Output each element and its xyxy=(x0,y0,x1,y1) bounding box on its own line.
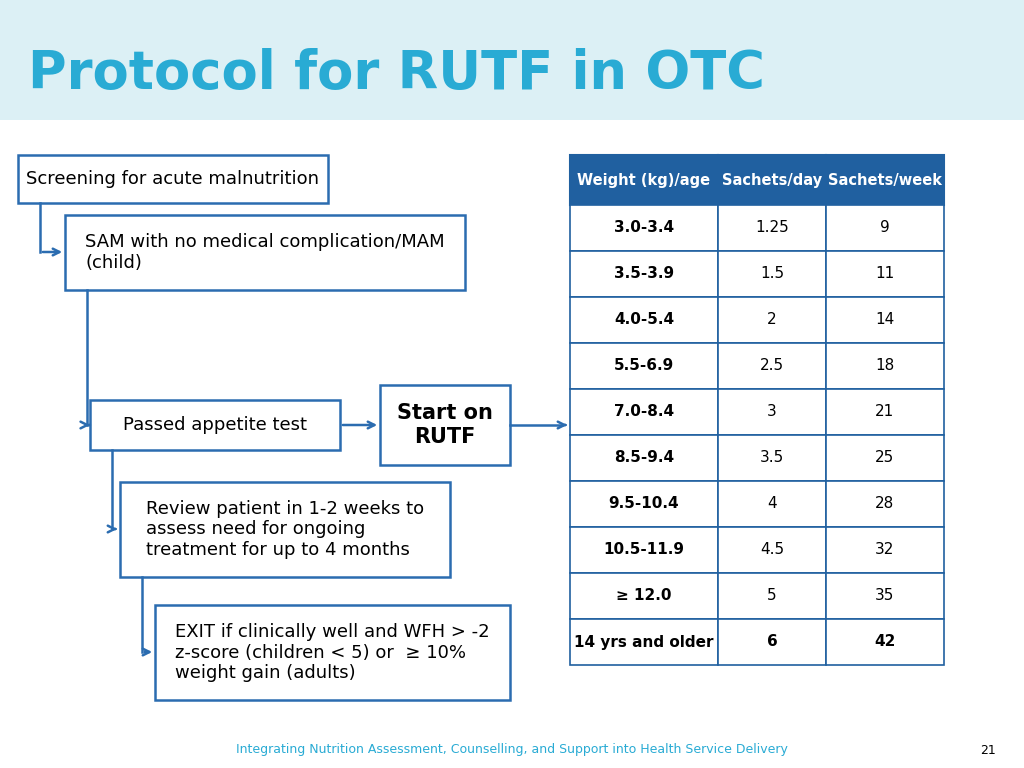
Bar xyxy=(380,385,510,465)
Bar xyxy=(570,527,718,573)
Bar xyxy=(718,343,826,389)
Bar xyxy=(826,573,944,619)
Text: 35: 35 xyxy=(876,588,895,604)
Text: 2.5: 2.5 xyxy=(760,359,784,373)
Bar xyxy=(718,251,826,297)
Text: 25: 25 xyxy=(876,451,895,465)
Bar xyxy=(570,155,718,205)
Text: Passed appetite test: Passed appetite test xyxy=(123,416,307,434)
Text: Review patient in 1-2 weeks to
assess need for ongoing
treatment for up to 4 mon: Review patient in 1-2 weeks to assess ne… xyxy=(146,500,424,559)
Bar xyxy=(826,481,944,527)
Text: 3.5-3.9: 3.5-3.9 xyxy=(614,266,674,282)
Text: 4.0-5.4: 4.0-5.4 xyxy=(614,313,674,327)
Text: Start on
RUTF: Start on RUTF xyxy=(397,403,493,447)
Text: 8.5-9.4: 8.5-9.4 xyxy=(614,451,674,465)
Bar xyxy=(570,251,718,297)
Text: 6: 6 xyxy=(767,634,777,650)
Text: 3.5: 3.5 xyxy=(760,451,784,465)
Bar xyxy=(570,481,718,527)
Text: 5: 5 xyxy=(767,588,777,604)
Bar xyxy=(65,215,465,290)
Bar xyxy=(718,205,826,251)
Bar xyxy=(570,619,718,665)
Text: 9.5-10.4: 9.5-10.4 xyxy=(608,496,679,511)
Text: 4: 4 xyxy=(767,496,777,511)
Text: 21: 21 xyxy=(876,405,895,419)
Text: 32: 32 xyxy=(876,542,895,558)
Bar xyxy=(120,482,450,577)
Bar xyxy=(570,435,718,481)
Bar xyxy=(718,297,826,343)
Bar xyxy=(570,389,718,435)
Bar xyxy=(826,527,944,573)
Bar xyxy=(0,0,1024,120)
Text: 4.5: 4.5 xyxy=(760,542,784,558)
Text: Sachets/week: Sachets/week xyxy=(828,173,942,187)
Bar xyxy=(155,605,510,700)
Text: 9: 9 xyxy=(880,220,890,236)
Bar xyxy=(718,389,826,435)
Text: 10.5-11.9: 10.5-11.9 xyxy=(603,542,684,558)
Text: 7.0-8.4: 7.0-8.4 xyxy=(614,405,674,419)
Bar xyxy=(718,481,826,527)
Text: Protocol for RUTF in OTC: Protocol for RUTF in OTC xyxy=(28,48,765,101)
Bar xyxy=(826,155,944,205)
Bar xyxy=(718,155,826,205)
Text: Sachets/day: Sachets/day xyxy=(722,173,822,187)
Bar xyxy=(570,297,718,343)
Text: 3.0-3.4: 3.0-3.4 xyxy=(614,220,674,236)
Text: Screening for acute malnutrition: Screening for acute malnutrition xyxy=(27,170,319,188)
Text: 5.5-6.9: 5.5-6.9 xyxy=(613,359,674,373)
Text: 28: 28 xyxy=(876,496,895,511)
Bar xyxy=(718,619,826,665)
Text: Weight (kg)/age: Weight (kg)/age xyxy=(578,173,711,187)
Text: 3: 3 xyxy=(767,405,777,419)
Text: 1.5: 1.5 xyxy=(760,266,784,282)
Bar xyxy=(90,400,340,450)
Bar xyxy=(18,155,328,203)
Text: SAM with no medical complication/MAM
(child): SAM with no medical complication/MAM (ch… xyxy=(85,233,444,272)
Text: 11: 11 xyxy=(876,266,895,282)
Text: 21: 21 xyxy=(980,743,996,756)
Bar xyxy=(826,251,944,297)
Bar xyxy=(570,205,718,251)
Text: 14: 14 xyxy=(876,313,895,327)
Text: Integrating Nutrition Assessment, Counselling, and Support into Health Service D: Integrating Nutrition Assessment, Counse… xyxy=(237,743,787,756)
Text: ≥ 12.0: ≥ 12.0 xyxy=(616,588,672,604)
Bar xyxy=(570,573,718,619)
Text: 14 yrs and older: 14 yrs and older xyxy=(574,634,714,650)
Text: 42: 42 xyxy=(874,634,896,650)
Bar xyxy=(826,619,944,665)
Text: 18: 18 xyxy=(876,359,895,373)
Bar xyxy=(826,205,944,251)
Bar xyxy=(826,343,944,389)
Bar xyxy=(826,435,944,481)
Bar xyxy=(826,297,944,343)
Text: EXIT if clinically well and WFH > -2
z-score (children < 5) or  ≥ 10%
weight gai: EXIT if clinically well and WFH > -2 z-s… xyxy=(175,623,489,682)
Bar xyxy=(718,573,826,619)
Bar xyxy=(718,527,826,573)
Text: 2: 2 xyxy=(767,313,777,327)
Bar xyxy=(826,389,944,435)
Bar xyxy=(718,435,826,481)
Bar xyxy=(570,343,718,389)
Text: 1.25: 1.25 xyxy=(755,220,788,236)
